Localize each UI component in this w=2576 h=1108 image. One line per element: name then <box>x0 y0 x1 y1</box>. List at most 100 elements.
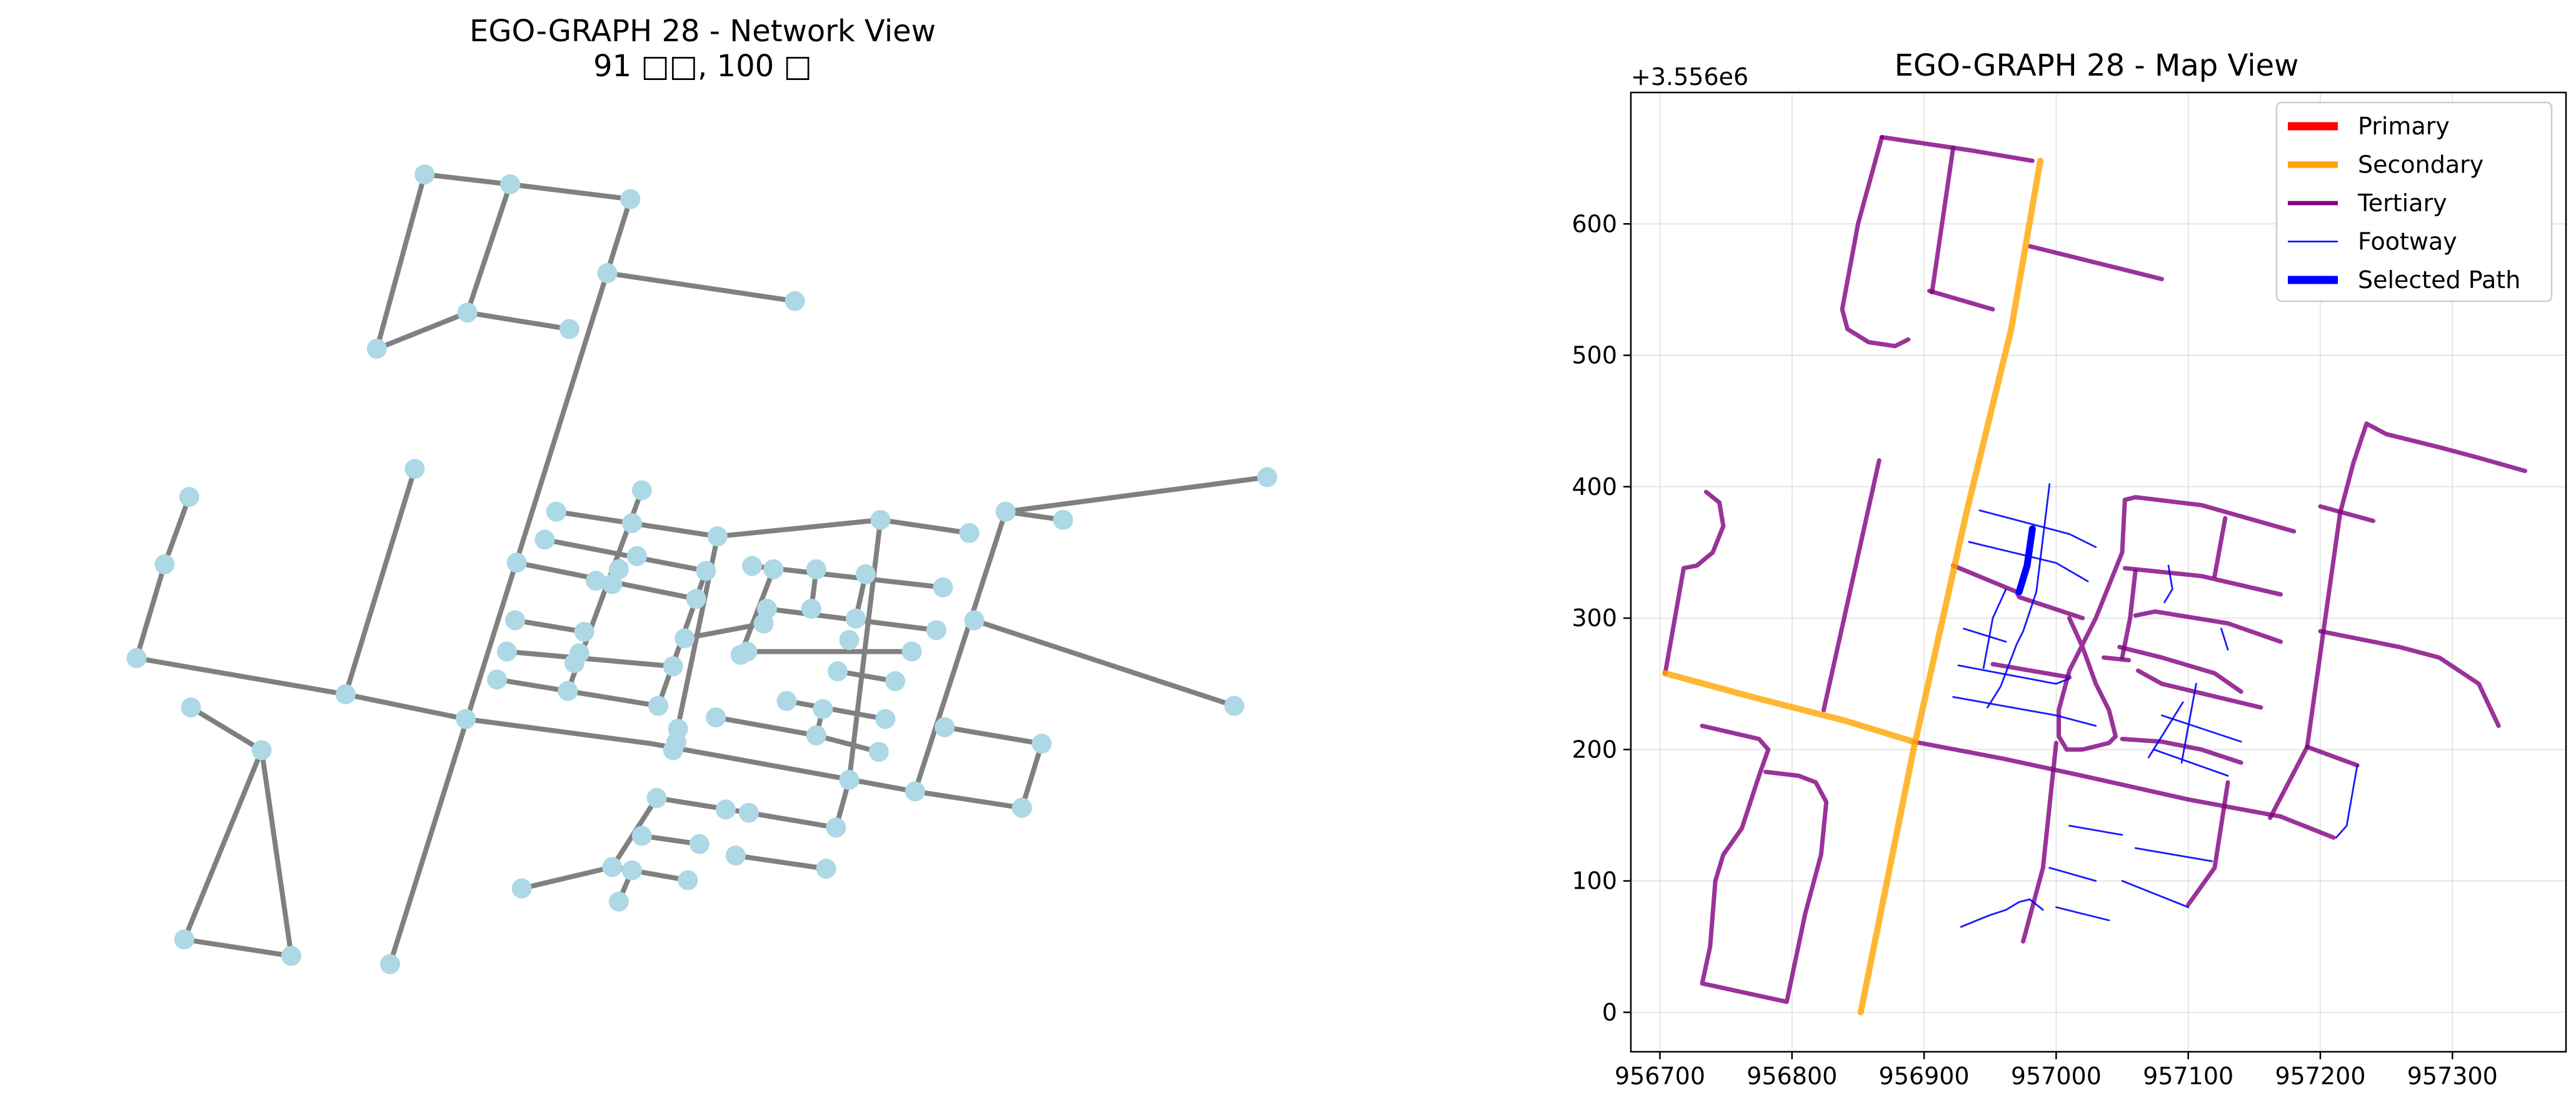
network-node <box>602 574 623 594</box>
network-edge <box>134 563 168 659</box>
map-y-tick-label: 200 <box>1571 736 1617 763</box>
network-nodes <box>126 164 1278 974</box>
network-edge <box>424 172 511 187</box>
network-node <box>926 620 947 641</box>
map-road-footway <box>2335 764 2358 839</box>
map-x-tick-label: 956900 <box>1879 1062 1970 1090</box>
map-y-tick-label: 300 <box>1571 604 1617 632</box>
network-node <box>1257 467 1278 487</box>
map-road-tertiary <box>1700 724 1829 1004</box>
network-node <box>602 857 623 877</box>
network-edge <box>913 511 1008 792</box>
map-y-tick-label: 400 <box>1571 473 1617 501</box>
network-node <box>826 817 846 838</box>
network-view-subtitle: 91 □□, 100 □ <box>593 49 812 84</box>
map-road-footway <box>2163 564 2173 604</box>
map-road-footway <box>2160 714 2242 743</box>
network-edge <box>464 183 513 314</box>
map-x-tick-label: 957300 <box>2407 1062 2498 1090</box>
map-road-tertiary <box>2120 737 2243 765</box>
network-node <box>281 946 302 966</box>
map-road-tertiary <box>2021 741 2058 944</box>
map-road-footway <box>2220 627 2229 651</box>
map-legend-label: Footway <box>2358 228 2457 256</box>
network-edge <box>684 621 764 641</box>
map-road-tertiary <box>1930 145 1956 295</box>
map-axes-frame <box>1630 91 2567 1053</box>
map-road-footway <box>1952 696 2097 727</box>
map-x-tick-label: 956800 <box>1747 1062 1837 1090</box>
network-node <box>404 459 425 479</box>
map-roads <box>1661 135 2527 1016</box>
network-node <box>621 860 642 881</box>
map-road-tertiary <box>2102 655 2132 662</box>
network-node <box>706 707 726 727</box>
network-node <box>870 509 891 530</box>
network-edge <box>815 732 880 755</box>
network-edge <box>514 617 585 634</box>
network-node <box>905 781 925 802</box>
network-node <box>620 189 641 209</box>
network-edge <box>509 181 631 202</box>
network-node <box>678 870 698 891</box>
map-road-tertiary <box>1911 739 2336 840</box>
map-road-tertiary <box>2212 516 2228 579</box>
network-node <box>126 648 147 669</box>
map-legend-label: Tertiary <box>2357 189 2447 217</box>
map-road-tertiary <box>1663 489 1726 676</box>
network-node <box>414 164 435 185</box>
map-y-tick-label: 100 <box>1571 867 1617 895</box>
network-edge <box>973 617 1235 709</box>
network-node <box>648 696 669 716</box>
network-edge <box>506 649 674 669</box>
network-node <box>806 725 826 746</box>
network-node <box>505 610 526 631</box>
network-edge <box>651 741 916 794</box>
map-legend-label: Secondary <box>2358 151 2483 179</box>
network-node <box>828 661 848 682</box>
network-node <box>725 846 746 866</box>
network-edge <box>467 310 570 332</box>
network-node <box>763 559 784 579</box>
network-edge <box>1005 474 1268 514</box>
network-node <box>379 954 400 974</box>
network-node <box>686 589 706 609</box>
network-node <box>839 769 860 790</box>
map-legend-label: Primary <box>2358 112 2450 140</box>
network-node <box>154 554 175 575</box>
network-node <box>597 263 618 284</box>
map-road-footway <box>2048 867 2097 882</box>
map-road-selected <box>2015 525 2036 596</box>
map-road-tertiary <box>1880 135 2035 163</box>
map-road-tertiary <box>2117 644 2243 694</box>
network-node <box>959 523 980 544</box>
map-road-tertiary <box>1990 662 2072 680</box>
network-node <box>689 834 709 854</box>
network-node <box>506 552 527 573</box>
network-edge <box>189 705 263 752</box>
network-node <box>335 684 356 705</box>
map-offset-label: +3.556e6 <box>1631 63 1748 91</box>
network-view: EGO-GRAPH 28 - Network View 91 □□, 100 □ <box>126 14 1278 974</box>
network-node <box>776 691 797 711</box>
network-node <box>457 302 478 323</box>
network-node <box>730 644 751 665</box>
network-node <box>251 740 272 761</box>
network-edge <box>465 716 653 746</box>
network-node <box>742 556 763 576</box>
network-edges <box>134 172 1268 966</box>
network-node <box>846 608 866 629</box>
network-node <box>868 742 889 762</box>
network-edge <box>496 677 659 709</box>
network-edge <box>606 271 796 304</box>
network-node <box>784 291 805 311</box>
network-node <box>674 628 695 649</box>
network-view-title: EGO-GRAPH 28 - Network View <box>469 14 936 49</box>
map-road-tertiary <box>2133 609 2283 644</box>
network-node <box>935 717 955 737</box>
map-road-tertiary <box>2122 566 2283 597</box>
map-road-footway <box>1957 664 2070 685</box>
network-node <box>646 787 667 808</box>
network-edge <box>880 517 970 536</box>
network-node <box>933 577 953 597</box>
